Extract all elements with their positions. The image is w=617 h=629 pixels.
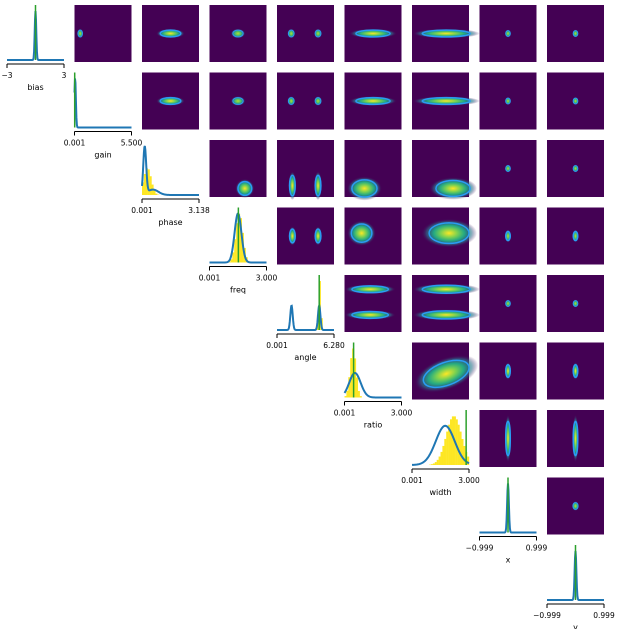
- axis-label-x: x: [506, 556, 511, 565]
- scatter-panel-bias-freq: [209, 5, 267, 62]
- scatter-panel-angle-ratio: [344, 275, 402, 332]
- scatter-panel-bias-y: [547, 5, 604, 62]
- scatter-panel-bias-gain: [74, 5, 132, 62]
- scatter-panel-bias-width: [412, 5, 480, 62]
- scatter-panel-x-y: [547, 477, 604, 535]
- marginal-panel-ratio: 0.001 3.000 ratio: [334, 342, 413, 430]
- scatter-panel-gain-ratio: [344, 72, 402, 130]
- scatter-panel-phase-y: [547, 140, 604, 197]
- marginal-panel-angle: 0.001 6.280 angle: [266, 275, 345, 362]
- scatter-panel-gain-freq: [209, 72, 267, 130]
- scatter-panel-phase-ratio: [344, 140, 402, 201]
- tick-label-x-min: −0.999: [466, 544, 494, 553]
- scatter-panel-gain-y: [547, 72, 604, 130]
- tick-label-phase-max: 3.138: [188, 206, 210, 215]
- axis-label-freq: freq: [230, 286, 246, 295]
- tick-label-ratio-min: 0.001: [334, 409, 356, 418]
- scatter-panel-width-y: [547, 410, 604, 467]
- scatter-panel-freq-angle: [277, 207, 334, 265]
- marginal-panel-gain: 0.001 5.500 gain: [64, 72, 143, 160]
- axis-label-y: y: [573, 623, 578, 629]
- tick-label-gain-max: 5.500: [121, 139, 143, 148]
- scatter-panel-angle-x: [479, 275, 537, 332]
- scatter-panel-ratio-y: [547, 342, 604, 400]
- scatter-panel-ratio-x: [479, 342, 537, 400]
- scatter-panel-bias-ratio: [344, 5, 402, 62]
- scatter-panel-angle-y: [547, 275, 604, 332]
- axis-label-ratio: ratio: [364, 421, 383, 430]
- tick-label-bias-min: −3: [1, 71, 12, 80]
- scatter-panel-ratio-width: [412, 342, 479, 400]
- axis-label-phase: phase: [158, 218, 182, 227]
- tick-label-y-max: 0.999: [593, 611, 615, 620]
- tick-label-width-min: 0.001: [401, 476, 423, 485]
- scatter-panel-gain-angle: [277, 72, 334, 130]
- scatter-panel-bias-angle: [277, 5, 334, 62]
- scatter-panel-gain-x: [479, 72, 537, 130]
- axis-label-bias: bias: [27, 83, 43, 92]
- marginal-panel-x: −0.999 0.999 x: [466, 477, 548, 565]
- tick-label-gain-min: 0.001: [64, 139, 86, 148]
- scatter-panel-phase-width: [412, 140, 477, 200]
- scatter-panel-freq-x: [479, 207, 537, 265]
- scatter-panel-phase-angle: [277, 140, 334, 200]
- tick-label-bias-max: 3: [62, 71, 67, 80]
- scatter-panel-freq-width: [412, 207, 477, 265]
- scatter-panel-freq-y: [547, 207, 604, 265]
- marginal-panel-phase: 0.001 3.138 phase: [131, 145, 210, 227]
- tick-label-width-max: 3.000: [458, 476, 480, 485]
- scatter-panel-bias-phase: [142, 5, 199, 62]
- scatter-panel-width-x: [479, 410, 537, 467]
- scatter-panel-gain-phase: [142, 72, 199, 130]
- tick-label-phase-min: 0.001: [131, 206, 153, 215]
- scatter-panel-freq-ratio: [344, 207, 402, 265]
- scatter-panel-phase-freq: [209, 140, 267, 199]
- scatter-panel-angle-width: [412, 275, 480, 332]
- axis-label-width: width: [429, 488, 451, 497]
- axis-label-angle: angle: [294, 353, 316, 362]
- tick-label-freq-min: 0.001: [199, 274, 221, 283]
- tick-label-ratio-max: 3.000: [391, 409, 413, 418]
- axis-label-gain: gain: [94, 151, 111, 160]
- marginal-panel-y: −0.999 0.999 y: [533, 545, 615, 629]
- tick-label-y-min: −0.999: [533, 611, 561, 620]
- scatter-panel-phase-x: [479, 140, 537, 197]
- marginal-panel-freq: 0.001 3.000 freq: [199, 207, 278, 295]
- scatter-panel-gain-width: [412, 72, 480, 130]
- marginal-panel-bias: −3 3 bias: [1, 5, 67, 92]
- tick-label-x-max: 0.999: [526, 544, 548, 553]
- tick-label-angle-max: 6.280: [323, 341, 345, 350]
- tick-label-freq-max: 3.000: [256, 274, 278, 283]
- marginal-panel-width: 0.001 3.000 width: [401, 410, 480, 497]
- tick-label-angle-min: 0.001: [266, 341, 288, 350]
- scatter-panel-bias-x: [479, 5, 537, 62]
